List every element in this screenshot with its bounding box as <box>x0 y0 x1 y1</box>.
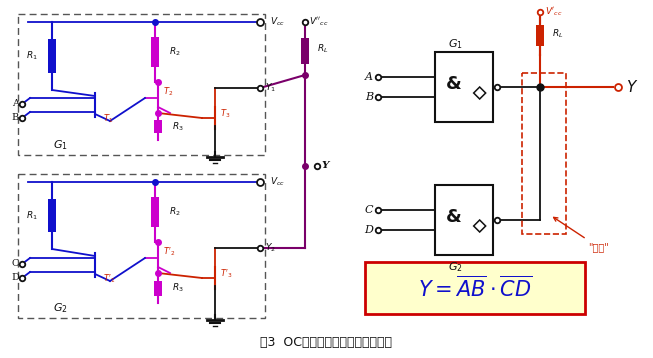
Text: $T_1$: $T_1$ <box>103 113 113 125</box>
Text: $T'_2$: $T'_2$ <box>163 246 176 258</box>
Text: $T'_3$: $T'_3$ <box>220 268 233 280</box>
Text: "线与": "线与" <box>554 217 609 252</box>
Text: $R_2$: $R_2$ <box>169 206 181 218</box>
Text: $Y_2$: $Y_2$ <box>265 242 276 254</box>
Text: $G_2$: $G_2$ <box>448 260 463 274</box>
Text: $R_2$: $R_2$ <box>169 46 181 58</box>
Bar <box>301 38 309 64</box>
Text: $V''_{cc}$: $V''_{cc}$ <box>309 16 328 28</box>
Text: $R_3$: $R_3$ <box>172 120 183 133</box>
Text: &: & <box>446 75 462 93</box>
Text: &: & <box>446 208 462 226</box>
Bar <box>48 39 56 73</box>
Text: A: A <box>12 100 19 108</box>
Bar <box>154 281 162 295</box>
Bar <box>151 197 159 227</box>
Text: A: A <box>365 72 373 82</box>
Text: $Y$: $Y$ <box>626 79 639 95</box>
Text: $G_1$: $G_1$ <box>53 138 67 152</box>
Text: $Y_1$: $Y_1$ <box>265 82 276 94</box>
Text: $T_3$: $T_3$ <box>220 108 231 120</box>
Text: Y: Y <box>321 161 328 170</box>
Bar <box>48 199 56 232</box>
Bar <box>536 25 544 46</box>
Text: C: C <box>12 260 19 268</box>
Text: $R_1$: $R_1$ <box>26 50 38 62</box>
Text: $T'_1$: $T'_1$ <box>103 273 116 285</box>
Text: $R_3$: $R_3$ <box>172 282 183 294</box>
Bar <box>435 52 493 122</box>
Bar <box>151 37 159 67</box>
Text: $Y = \overline{AB} \cdot \overline{CD}$: $Y = \overline{AB} \cdot \overline{CD}$ <box>418 275 532 301</box>
Text: B: B <box>12 113 19 122</box>
Text: $R_L$: $R_L$ <box>317 42 328 55</box>
Text: $R_1$: $R_1$ <box>26 209 38 222</box>
Text: C: C <box>364 205 373 215</box>
Text: $G_2$: $G_2$ <box>53 301 67 315</box>
Text: $R_L$: $R_L$ <box>552 27 564 40</box>
Text: 图3  OC门输出并联的接法和逻辑图: 图3 OC门输出并联的接法和逻辑图 <box>260 335 392 348</box>
Text: B: B <box>365 92 373 102</box>
Text: D: D <box>364 225 373 235</box>
Text: $V_{cc}$: $V_{cc}$ <box>270 16 285 28</box>
Text: $T_2$: $T_2$ <box>163 86 173 98</box>
Text: $V_{cc}$: $V_{cc}$ <box>270 176 285 188</box>
FancyBboxPatch shape <box>365 262 585 314</box>
Text: D: D <box>11 274 19 282</box>
Bar <box>435 185 493 255</box>
Text: $V'_{cc}$: $V'_{cc}$ <box>545 6 563 18</box>
Text: $G_1$: $G_1$ <box>448 37 463 51</box>
Bar <box>154 120 162 133</box>
